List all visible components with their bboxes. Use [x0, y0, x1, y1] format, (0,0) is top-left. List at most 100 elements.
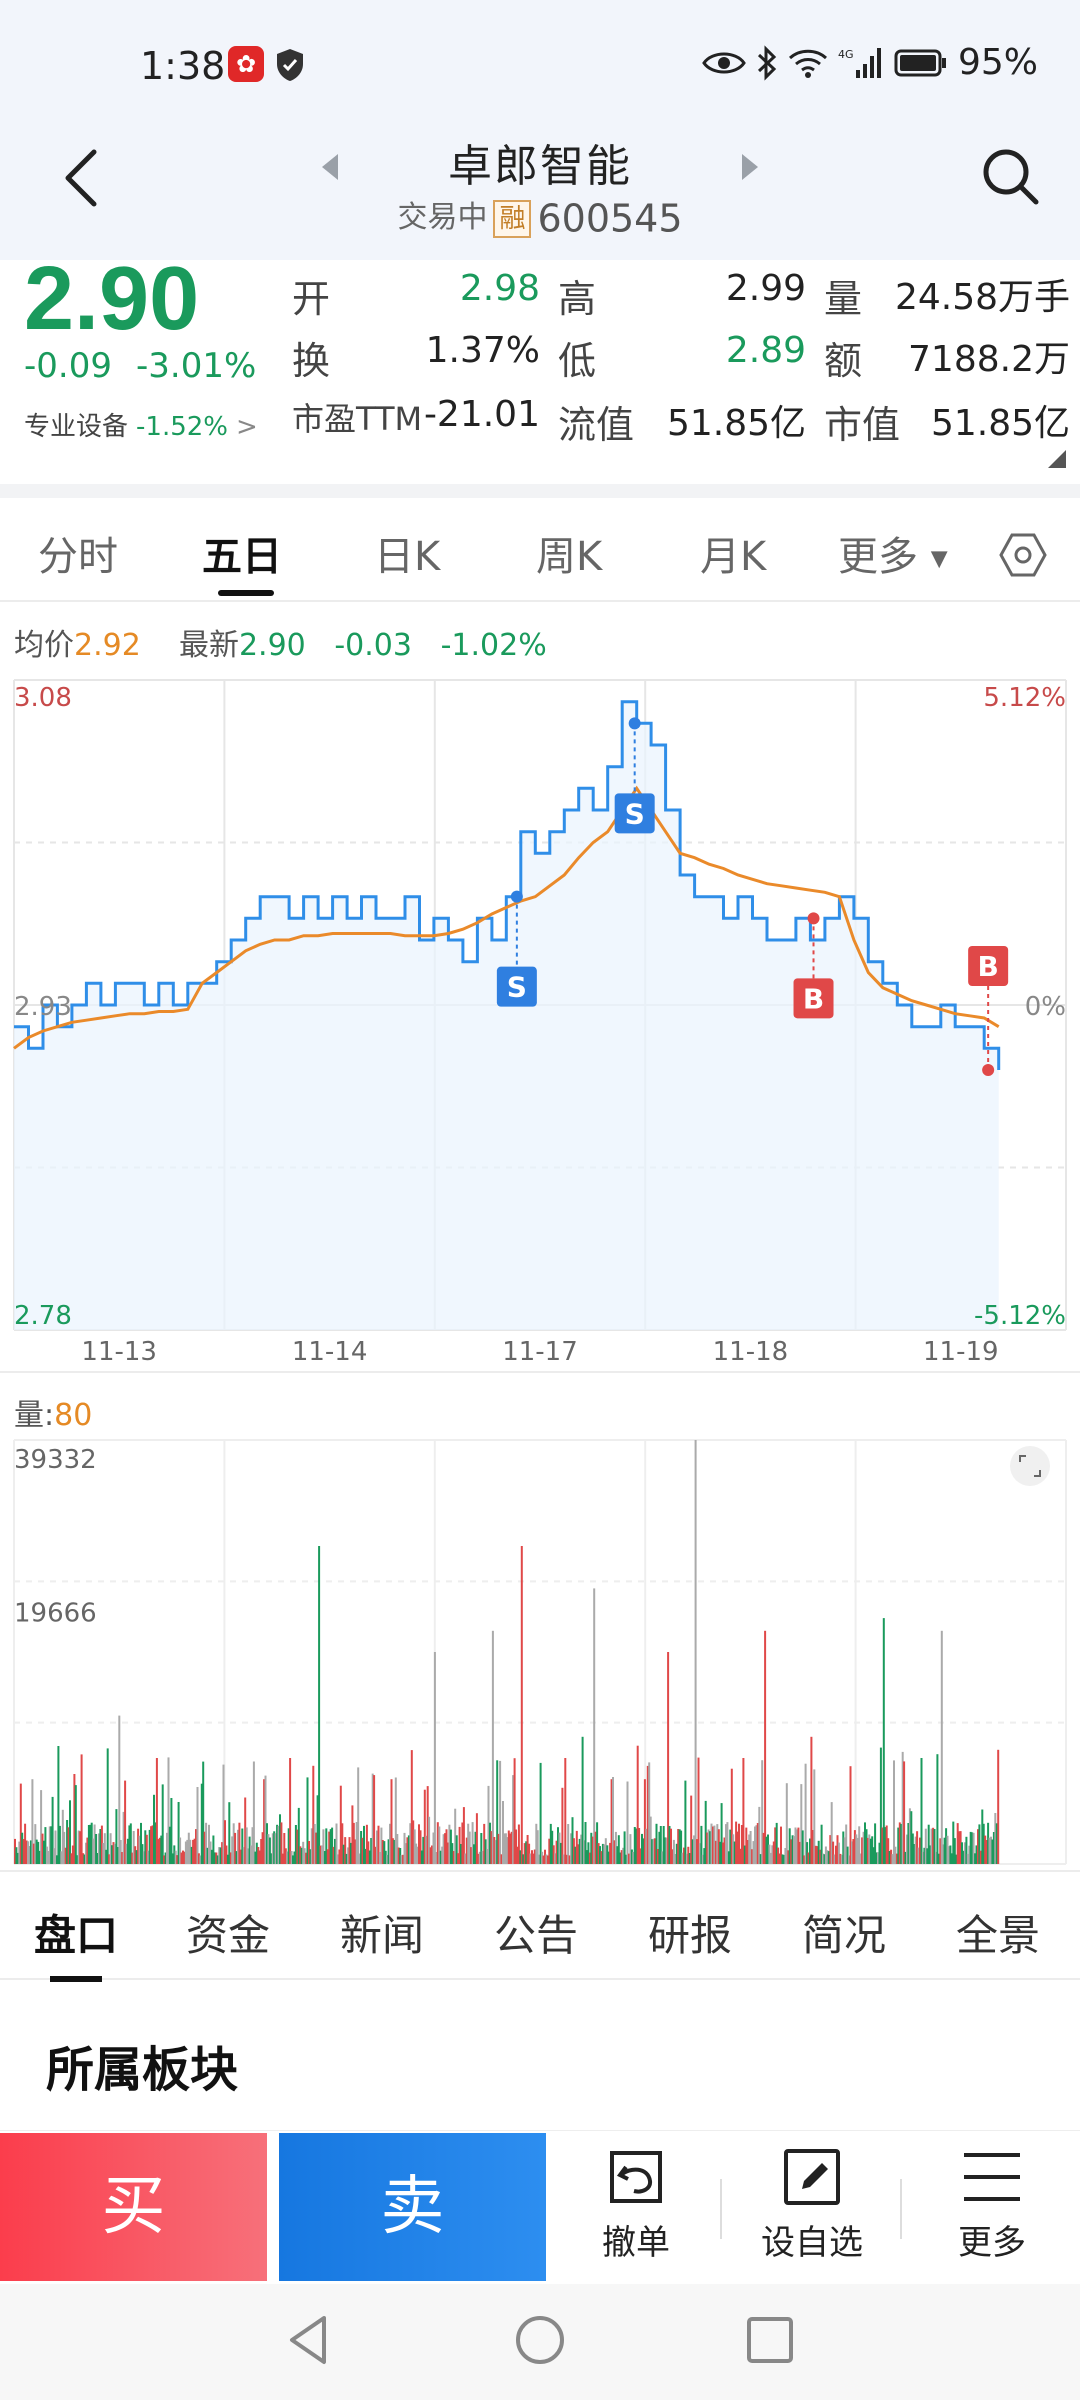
volume-bar — [706, 1832, 709, 1864]
back-button[interactable] — [56, 146, 106, 210]
chart-settings-icon[interactable] — [998, 530, 1048, 580]
chevron-right-icon: > — [236, 412, 258, 442]
volume-bar — [974, 1853, 977, 1864]
tab-monthly-k[interactable]: 月K — [700, 534, 767, 580]
volume-bar — [693, 1835, 696, 1864]
tab-weekly-k[interactable]: 周K — [536, 534, 603, 580]
volume-bar — [746, 1840, 749, 1864]
bluetooth-icon — [757, 44, 777, 81]
tab-zijin[interactable]: 资金 — [186, 1911, 271, 1960]
next-stock-arrow-icon[interactable] — [740, 152, 760, 182]
volume-bar — [884, 1827, 887, 1864]
nav-home-icon[interactable] — [510, 2310, 570, 2370]
volume-bar — [429, 1847, 432, 1864]
volume-bar — [509, 1833, 512, 1864]
volume-bar — [108, 1854, 111, 1864]
search-icon[interactable] — [978, 144, 1042, 208]
volume-bar — [326, 1849, 329, 1864]
latest-value: 2.90 — [238, 628, 306, 663]
volume-bar — [968, 1845, 971, 1864]
tab-pankou[interactable]: 盘口 — [34, 1911, 119, 1960]
buy-button[interactable]: 买 — [0, 2133, 267, 2281]
sell-button[interactable]: 卖 — [279, 2133, 546, 2281]
trade-marker-label: S — [507, 971, 527, 1004]
volume-bar — [814, 1845, 817, 1864]
battery-icon — [894, 49, 946, 76]
tab-fenshi[interactable]: 分时 — [38, 534, 118, 580]
tab-wuri[interactable]: 五日 — [202, 534, 282, 580]
volume-bar — [861, 1837, 864, 1864]
volume-bar — [24, 1823, 27, 1864]
volume-bar — [164, 1852, 167, 1864]
chart-info-row: 均价2.92 最新2.90 -0.03 -1.02% — [14, 620, 547, 664]
system-nav-bar — [0, 2284, 1080, 2400]
volume-bar — [992, 1832, 995, 1864]
volume-bar — [176, 1855, 179, 1864]
volume-bar — [22, 1839, 25, 1864]
volume-bar — [119, 1840, 122, 1864]
volume-bar — [584, 1822, 587, 1864]
tab-more-label: 更多 — [838, 534, 918, 580]
volume-bar — [16, 1852, 19, 1864]
volume-bar — [494, 1840, 497, 1864]
volume-bar — [672, 1839, 675, 1864]
volume-bar — [662, 1826, 665, 1864]
volume-bar — [531, 1850, 533, 1864]
tab-quanjing[interactable]: 全景 — [956, 1911, 1041, 1960]
volume-bar — [449, 1829, 452, 1864]
add-watchlist-button[interactable]: 设自选 — [742, 2147, 882, 2264]
volume-bar — [532, 1853, 535, 1864]
volume-bar — [213, 1852, 216, 1864]
prev-stock-arrow-icon[interactable] — [320, 152, 340, 182]
volume-bar — [891, 1854, 894, 1864]
tab-more[interactable]: 更多 ▼ — [838, 524, 948, 582]
more-button[interactable]: 更多 — [922, 2147, 1062, 2264]
volume-bar — [147, 1850, 150, 1864]
volume-bar — [719, 1841, 722, 1864]
sector-link[interactable]: 专业设备 -1.52% > — [24, 406, 258, 443]
turnover-label: 换 — [292, 339, 331, 383]
volume-bar — [849, 1766, 852, 1864]
volume-bar — [549, 1823, 552, 1864]
volume-bar — [377, 1825, 380, 1864]
amount-label: 额 — [824, 339, 863, 383]
tab-daily-k[interactable]: 日K — [374, 534, 441, 580]
volume-bar — [788, 1828, 791, 1864]
volume-bar — [63, 1831, 66, 1864]
volume-bar — [932, 1827, 935, 1864]
volume-bar — [638, 1828, 641, 1864]
volume-bar — [971, 1832, 974, 1864]
volume-bar — [183, 1851, 186, 1864]
volume-bar — [908, 1808, 911, 1864]
tab-yanbao[interactable]: 研报 — [648, 1911, 733, 1960]
volume-bar — [231, 1836, 234, 1864]
volume-bar — [386, 1854, 389, 1864]
volume-bar — [432, 1832, 435, 1864]
tab-gonggao[interactable]: 公告 — [494, 1911, 579, 1960]
volume-bar — [606, 1845, 609, 1864]
x-day-label: 11-13 — [81, 1337, 157, 1367]
volume-bar — [610, 1779, 613, 1864]
tab-jiankuang[interactable]: 简况 — [802, 1911, 887, 1960]
five-day-chart[interactable]: 3.08 2.93 2.78 5.12% 0% -5.12% 11-13 11-14 11-17… — [0, 670, 1080, 1870]
cancel-order-button[interactable]: 撤单 — [566, 2147, 706, 2264]
nav-back-icon[interactable] — [280, 2310, 340, 2370]
volume-bar — [516, 1846, 519, 1864]
x-day-label: 11-17 — [502, 1337, 578, 1367]
volume-bar — [85, 1842, 87, 1864]
volume-bar — [235, 1851, 238, 1864]
volume-bar — [690, 1795, 693, 1864]
nav-recents-icon[interactable] — [740, 2310, 800, 2370]
volume-bar — [407, 1835, 410, 1864]
volume-bar — [649, 1816, 652, 1864]
volume-bar — [244, 1797, 247, 1864]
expand-icon — [1019, 1455, 1041, 1477]
volume-bar — [179, 1837, 182, 1864]
expand-corner-icon[interactable] — [1048, 450, 1066, 468]
tab-xinwen[interactable]: 新闻 — [340, 1911, 425, 1960]
volume-bar — [452, 1851, 455, 1864]
stock-subtitle: 交易中融 600545 — [0, 192, 1080, 241]
volume-bar — [933, 1829, 936, 1864]
volume-bar — [406, 1837, 409, 1864]
volume-bar — [345, 1853, 348, 1864]
